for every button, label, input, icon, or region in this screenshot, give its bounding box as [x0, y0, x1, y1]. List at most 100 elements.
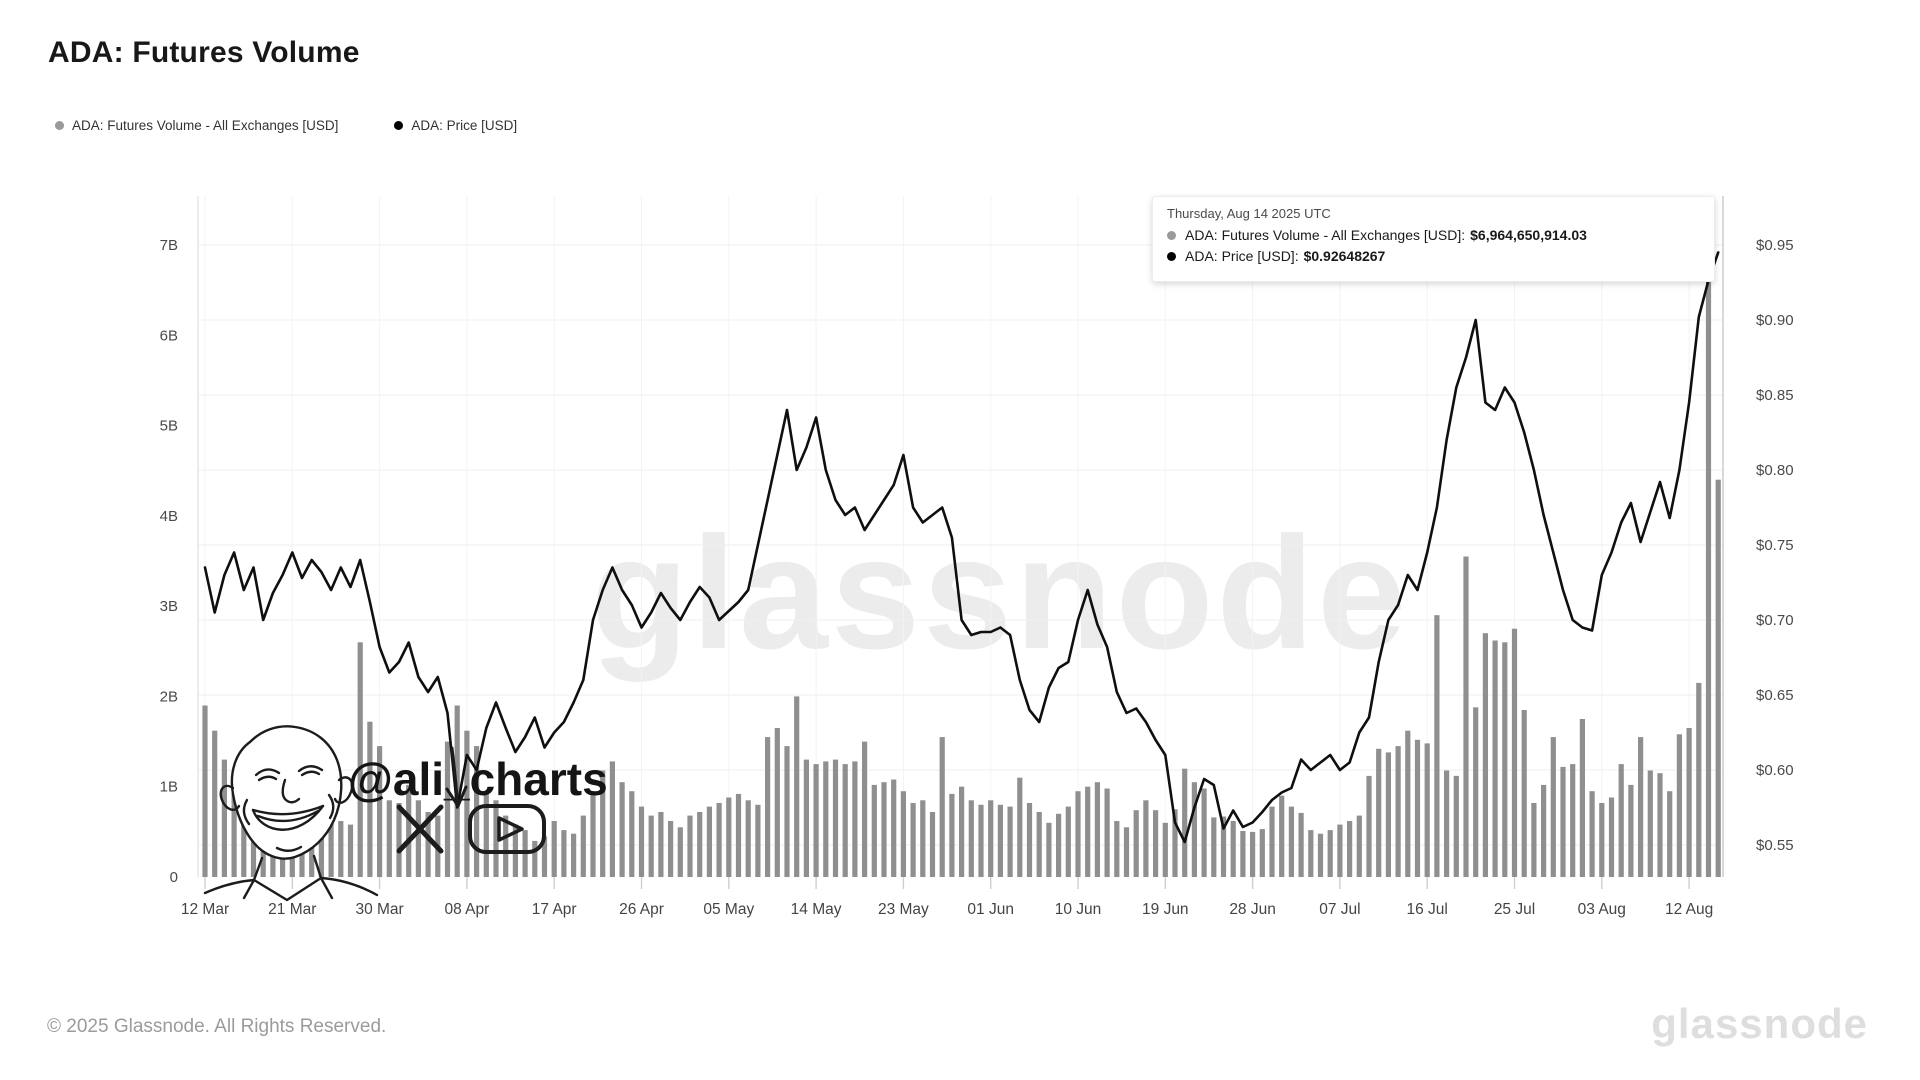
volume-bar [988, 800, 994, 877]
x-axis-label: 07 Jul [1319, 901, 1360, 918]
page-title: ADA: Futures Volume [48, 36, 360, 69]
volume-bar [697, 812, 703, 877]
volume-bar [1123, 827, 1130, 877]
volume-bar [532, 840, 538, 877]
volume-bar [406, 784, 412, 877]
volume-bar [1162, 822, 1168, 877]
volume-bar [1657, 773, 1663, 877]
volume-bar [212, 730, 218, 877]
volume-bar [920, 800, 926, 877]
volume-bar [600, 770, 606, 877]
face-sketch-icon [203, 725, 379, 902]
volume-bar [357, 642, 363, 877]
volume-bar [1521, 710, 1527, 877]
volume-bar [813, 764, 819, 877]
legend-item-futures-volume[interactable]: ADA: Futures Volume - All Exchanges [USD… [55, 118, 338, 133]
volume-bar [1405, 730, 1411, 877]
volume-bar [1676, 734, 1682, 877]
right-axis-label: $0.95 [1756, 237, 1794, 254]
volume-bar [1579, 719, 1585, 877]
volume-bar [425, 812, 431, 877]
volume-bar [862, 741, 868, 877]
down-arrow-icon [445, 746, 468, 808]
volume-bar [1337, 824, 1343, 877]
volume-bar [852, 761, 858, 877]
tooltip-volume-label: ADA: Futures Volume - All Exchanges [USD… [1185, 227, 1466, 243]
left-axis-label: 2B [160, 688, 178, 705]
volume-bar [687, 815, 693, 877]
volume-bar [1317, 833, 1324, 877]
volume-bar [716, 803, 722, 877]
tooltip-price-dot-icon [1167, 252, 1176, 261]
volume-bar [900, 791, 906, 877]
left-axis-label: 7B [160, 237, 178, 254]
left-axis-label: 5B [160, 418, 178, 435]
x-axis-label: 08 Apr [444, 901, 489, 918]
tooltip-row-price: ADA: Price [USD]: $0.92648267 [1167, 246, 1700, 267]
volume-bar [464, 730, 470, 877]
right-axis-label: $0.85 [1756, 387, 1794, 404]
left-axis-label: 4B [160, 508, 178, 525]
ali-charts-handle: @ali_charts [348, 753, 608, 805]
volume-bar [347, 824, 354, 877]
volume-bar [1288, 806, 1294, 877]
volume-bar [842, 764, 848, 877]
volume-bar [609, 761, 615, 877]
right-axis-label: $0.90 [1756, 312, 1794, 329]
right-axis-label: $0.65 [1756, 687, 1794, 704]
x-axis-label: 25 Jul [1494, 901, 1535, 918]
volume-bar [1550, 737, 1556, 877]
volume-bar [367, 721, 373, 877]
legend-item-price[interactable]: ADA: Price [USD] [394, 118, 517, 133]
volume-bar [1541, 784, 1547, 877]
volume-bar [1531, 803, 1537, 877]
x-axis-label: 23 May [878, 901, 929, 918]
volume-bar [929, 812, 936, 877]
right-axis-label: $0.60 [1756, 762, 1794, 779]
volume-bar [1347, 821, 1353, 877]
youtube-icon [468, 804, 546, 854]
volume-bar [444, 741, 451, 877]
tooltip-volume-value: $6,964,650,914.03 [1470, 227, 1587, 243]
volume-bar [1308, 830, 1314, 877]
ali-charts-annotation: @ali_charts [203, 725, 608, 902]
volume-bar [580, 815, 586, 877]
left-axis-label: 3B [160, 598, 178, 615]
volume-bar [1366, 775, 1372, 877]
x-axis-label: 12 Aug [1665, 901, 1713, 918]
volume-bar [1094, 782, 1100, 877]
x-axis-label: 05 May [703, 901, 754, 918]
volume-bar [1153, 810, 1159, 877]
volume-bar [1356, 815, 1362, 877]
volume-bar [386, 800, 392, 877]
volume-bar [774, 728, 780, 877]
volume-bar [1492, 640, 1498, 877]
x-axis-label: 01 Jun [967, 901, 1014, 918]
price-line [203, 251, 1720, 844]
volume-bar [231, 770, 237, 877]
volume-bar [1608, 797, 1615, 877]
volume-bar [1046, 822, 1052, 877]
volume-bar [1143, 800, 1149, 877]
x-axis-label: 30 Mar [355, 901, 403, 918]
volume-bar [1026, 803, 1033, 877]
volume-bar [1502, 642, 1508, 877]
volume-bar [1017, 777, 1023, 877]
x-axis-label: 12 Mar [181, 901, 229, 918]
volume-bar [1172, 809, 1178, 877]
plot-hover-area[interactable] [198, 196, 1723, 877]
x-axis-label: 10 Jun [1055, 901, 1102, 918]
axis-labels: $0.95 $0.90 $0.85 $0.80 $0.75 $0.70 $0.65 $0.60… [160, 237, 1794, 918]
volume-bar [1395, 746, 1401, 877]
volume-bar [1220, 816, 1227, 877]
volume-bar [1230, 821, 1236, 877]
volume-bar [1628, 784, 1634, 877]
watermark-text: glassnode [591, 503, 1409, 682]
volume-bar [978, 804, 984, 877]
volume-bar [677, 827, 683, 877]
volume-bar [541, 836, 548, 877]
volume-series-dot-icon [55, 121, 64, 130]
volume-bar [803, 759, 809, 877]
right-axis-label: $0.75 [1756, 537, 1794, 554]
volume-bar [551, 821, 557, 877]
